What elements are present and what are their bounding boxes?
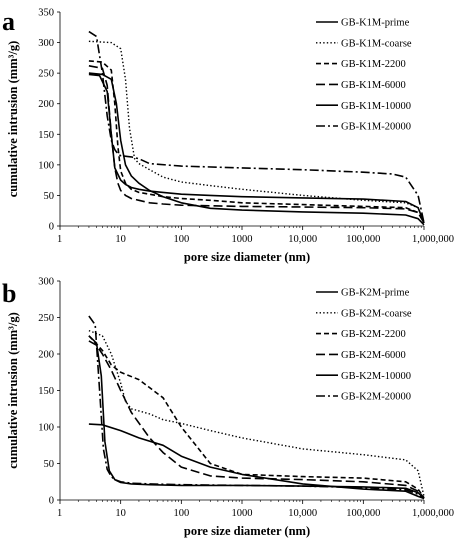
- x-tick-label: 1,000,000: [412, 508, 454, 519]
- y-tick-label: 250: [38, 313, 54, 324]
- x-tick-label: 1000: [232, 508, 253, 519]
- y-tick-label: 50: [44, 459, 55, 470]
- series-line-gb-k1m-10000: [88, 73, 425, 224]
- y-tick-label: 300: [38, 277, 54, 288]
- legend-entry: GB-K1M-coarse: [341, 38, 412, 49]
- legend-entry: GB-K2M-10000: [341, 371, 411, 382]
- series-line-gb-k2m-coarse: [88, 329, 425, 497]
- y-axis-label: cumulative intrusion (mm³/g): [6, 41, 20, 198]
- y-tick-label: 0: [49, 222, 54, 233]
- chart-panel-b: b 0 50 100 150 200 250 300 1 10 100 1000 10,000 100,0…: [2, 277, 454, 539]
- y-tick-label: 150: [38, 386, 54, 397]
- series-line-gb-k1m-20000: [88, 30, 425, 224]
- x-tick-label: 1000: [232, 234, 253, 245]
- y-tick-label: 50: [44, 191, 55, 202]
- x-axis-label: pore size diameter (nm): [184, 250, 310, 264]
- legend-entry: GB-K1M-prime: [341, 18, 410, 29]
- legend-entry: GB-K1M-20000: [341, 122, 411, 133]
- legend-entry: GB-K2M-coarse: [341, 308, 412, 319]
- x-tick-label: 100,000: [346, 234, 380, 245]
- chart-panel-a: a 0 50 100 150 200 250 300 350 1 10 100 1000 10,000 10…: [2, 7, 454, 264]
- x-tick-label: 100: [173, 234, 189, 245]
- x-tick-label: 1: [57, 508, 62, 519]
- x-tick-label: 10: [115, 234, 126, 245]
- x-tick-label: 1: [57, 234, 62, 245]
- y-tick-label: 100: [38, 160, 54, 171]
- legend-entry: GB-K1M-2200: [341, 59, 406, 70]
- x-axis-label: pore size diameter (nm): [184, 524, 310, 538]
- y-tick-label: 200: [38, 99, 54, 110]
- legend-entry: GB-K2M-20000: [341, 392, 411, 403]
- x-tick-label: 10,000: [288, 508, 317, 519]
- x-tick-label: 100: [173, 508, 189, 519]
- legend: GB-K2M-prime GB-K2M-coarse GB-K2M-2200 GB-K…: [316, 288, 412, 403]
- panel-letter: b: [2, 279, 16, 308]
- legend-entry: GB-K1M-10000: [341, 101, 411, 112]
- x-tick-label: 1,000,000: [412, 234, 454, 245]
- y-tick-label: 200: [38, 350, 54, 361]
- y-axis-label: cumulative intrusion (mm³/g): [6, 312, 20, 469]
- y-tick-label: 300: [38, 38, 54, 49]
- panel-letter: a: [2, 7, 15, 36]
- series-line-gb-k2m-prime: [88, 423, 425, 500]
- series-line-gb-k2m-2200: [88, 335, 425, 499]
- legend-entry: GB-K2M-6000: [341, 350, 406, 361]
- legend: GB-K1M-prime GB-K1M-coarse GB-K1M-2200 GB-K…: [316, 18, 412, 133]
- series-line-gb-k2m-6000: [88, 340, 425, 499]
- series-line-gb-k1m-coarse: [88, 40, 425, 224]
- series-line-gb-k2m-20000: [88, 315, 425, 500]
- x-tick-label: 10,000: [288, 234, 317, 245]
- legend-entry: GB-K2M-prime: [341, 288, 410, 299]
- x-tick-label: 100,000: [346, 508, 380, 519]
- legend-entry: GB-K1M-6000: [341, 80, 406, 91]
- series-line-gb-k1m-prime: [88, 72, 425, 226]
- y-tick-label: 350: [38, 8, 54, 19]
- y-tick-label: 100: [38, 423, 54, 434]
- y-tick-label: 150: [38, 130, 54, 141]
- x-tick-label: 10: [115, 508, 126, 519]
- y-tick-label: 250: [38, 69, 54, 80]
- legend-entry: GB-K2M-2200: [341, 329, 406, 340]
- series-line-gb-k1m-2200: [88, 60, 425, 224]
- y-tick-label: 0: [49, 496, 54, 507]
